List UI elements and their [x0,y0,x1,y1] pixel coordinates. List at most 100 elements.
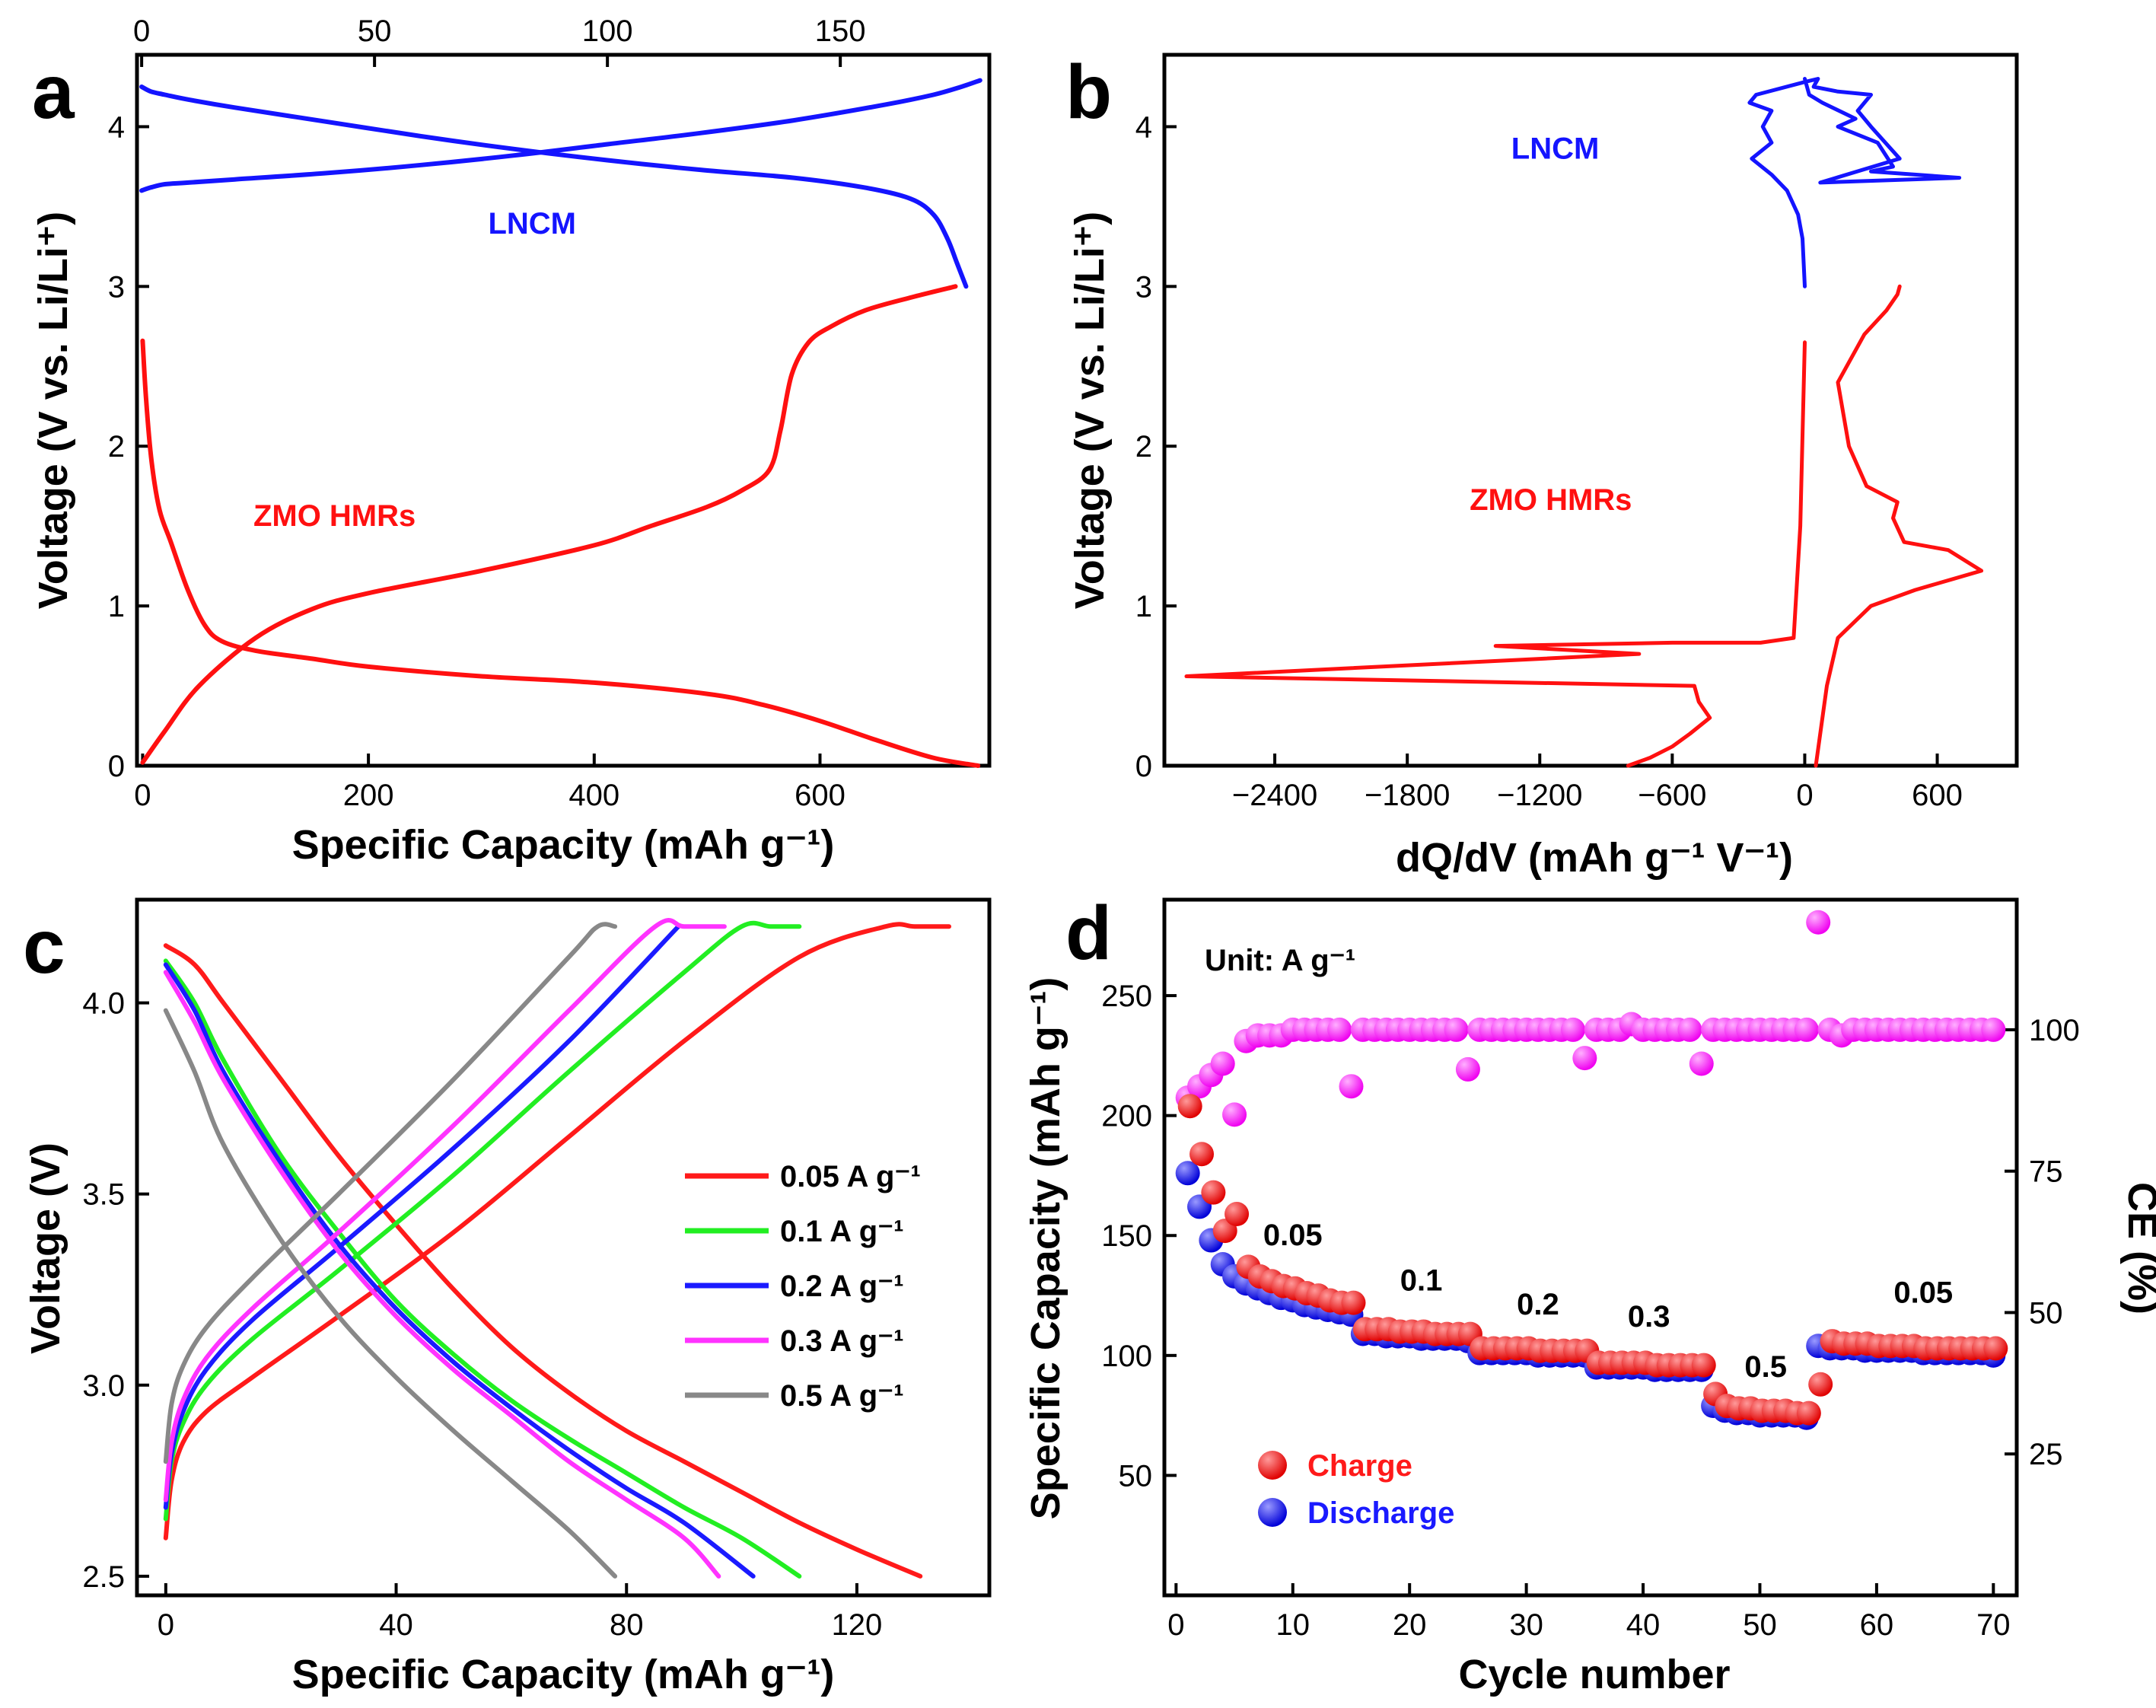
panel-c-legend: 0.05 A g⁻¹ 0.1 A g⁻¹ 0.2 A g⁻¹ 0.3 A g⁻¹ 0.5… [685,1160,921,1413]
y-tick-label: 2 [1135,430,1152,464]
panel-c: c Specific Capacity (mAh g⁻¹) Voltage (V… [23,897,992,1697]
panel-c-frame [135,897,992,1598]
panel-c-discharge-line-0 [163,943,923,1579]
y-tick-label: 4.0 [82,987,125,1021]
rate-label-3: 0.3 [1628,1300,1670,1334]
top-x-tick-label: 150 [815,14,866,48]
panel-d-frame [1162,897,2019,1598]
panel-a: a Specific Capacity (mAh g⁻¹) Voltage (V… [30,14,992,868]
x-tick-label: 120 [832,1608,883,1642]
panel-a-ticks: 0 200 400 600 0 50 100 150 0 1 2 3 4 [108,14,866,812]
y-tick-label: 1 [108,590,125,623]
panel-c-y-axis-title: Voltage (V) [23,1142,68,1354]
panel-a-frame [135,53,992,768]
panel-c-discharge-line-2 [163,962,756,1579]
x-tick-label: −1200 [1497,779,1582,812]
x-tick-label: −600 [1638,779,1706,812]
panel-b-annotation-lncm: LNCM [1511,132,1600,165]
x-tick-label: −1800 [1365,779,1450,812]
y-tick-label: 3.5 [82,1178,125,1212]
panel-c-legend-label-0: 0.05 A g⁻¹ [780,1160,921,1193]
charge-point [1224,1202,1250,1227]
panel-b-series-line-1 [1184,340,1807,768]
panel-c-legend-label-1: 0.1 A g⁻¹ [780,1215,904,1248]
panel-d-legend-label-1: Discharge [1307,1496,1454,1530]
y-tick-label: 4 [108,110,125,144]
y-tick-label: 3 [108,270,125,304]
x-tick-label: 600 [1912,779,1963,812]
panel-d-unit-note: Unit: A g⁻¹ [1205,944,1355,977]
panel-c-curves [163,918,951,1579]
ce-point [1210,1051,1235,1076]
rate-label-4: 0.5 [1744,1350,1787,1384]
panel-b-series-line-2 [1814,284,1984,768]
panel-b-annotation-zmo: ZMO HMRs [1470,483,1632,517]
top-x-tick-label: 0 [133,14,150,48]
charge-point [1808,1372,1833,1397]
ce-point [1794,1017,1819,1042]
x-tick-label: 50 [1743,1608,1777,1642]
y-tick-label: 200 [1101,1100,1152,1133]
panel-b-series-line-0 [1747,77,1962,288]
panel-a-series-line-0 [139,78,982,193]
x-tick-label: 30 [1509,1608,1543,1642]
panel-d-legend-marker-1 [1258,1498,1287,1527]
discharge-point [1175,1161,1200,1186]
rate-label-1: 0.1 [1400,1264,1443,1298]
x-tick-label: 0 [1796,779,1813,812]
panel-b-frame [1162,53,2019,768]
y-tick-label: 3 [1135,270,1152,304]
charge-point [1983,1336,2008,1361]
x-tick-label: 600 [795,779,846,812]
panel-a-annotation-zmo: ZMO HMRs [253,499,416,533]
panel-b: b dQ/dV (mAh g⁻¹ V⁻¹) Voltage (V vs. Li/… [1065,49,2019,881]
panel-d: d Cycle number Specific Capacity (mAh g⁻… [1023,891,2156,1697]
y-tick-label: 4 [1135,110,1152,144]
ce-point [1677,1017,1702,1042]
panel-d-x-axis-title: Cycle number [1458,1652,1730,1697]
x-tick-label: 70 [1976,1608,2011,1642]
ce-point [1689,1051,1714,1076]
panel-a-annotation-lncm: LNCM [488,207,576,241]
y2-tick-label: 25 [2029,1438,2063,1471]
panel-c-charge-line-4 [163,922,618,1464]
panel-a-curves [139,78,982,768]
x-tick-label: 40 [1626,1608,1661,1642]
panel-b-x-axis-title: dQ/dV (mAh g⁻¹ V⁻¹) [1396,835,1793,881]
charge-point [1201,1180,1226,1205]
panel-a-series-line-3 [140,284,958,765]
panel-d-label: d [1065,891,1112,976]
ce-point [1339,1074,1364,1099]
y2-tick-label: 100 [2029,1014,2080,1047]
panel-c-charge-line-3 [163,918,727,1502]
y-tick-label: 50 [1119,1459,1153,1493]
y-tick-label: 1 [1135,590,1152,623]
panel-b-label: b [1065,49,1112,135]
y-tick-label: 2.5 [82,1560,125,1594]
panel-c-charge-line-2 [163,924,681,1510]
panel-d-legend-label-0: Charge [1307,1449,1412,1483]
panel-d-y2-axis-title: CE (%) [2119,1182,2156,1314]
y-tick-label: 0 [1135,750,1152,783]
y-tick-label: 250 [1101,980,1152,1013]
ce-point [1806,910,1831,935]
x-tick-label: −2400 [1232,779,1317,812]
x-tick-label: 60 [1860,1608,1894,1642]
panel-c-legend-label-4: 0.5 A g⁻¹ [780,1379,904,1413]
x-tick-label: 0 [134,779,151,812]
top-x-tick-label: 50 [358,14,392,48]
x-tick-label: 20 [1393,1608,1427,1642]
panel-b-y-axis-title: Voltage (V vs. Li/Li⁺) [1067,212,1113,610]
charge-point [1691,1353,1716,1378]
rate-label-5: 0.05 [1893,1276,1953,1309]
rate-label-2: 0.2 [1517,1288,1559,1321]
x-tick-label: 400 [568,779,619,812]
y-tick-label: 3.0 [82,1369,125,1403]
y2-tick-label: 50 [2029,1296,2063,1330]
ce-point [1327,1017,1352,1042]
panel-c-discharge-line-3 [163,970,721,1579]
ce-point [1572,1046,1597,1071]
ce-point [1560,1017,1585,1042]
panel-d-rate-labels: 0.05 0.1 0.2 0.3 0.5 0.05 [1263,1219,1953,1384]
